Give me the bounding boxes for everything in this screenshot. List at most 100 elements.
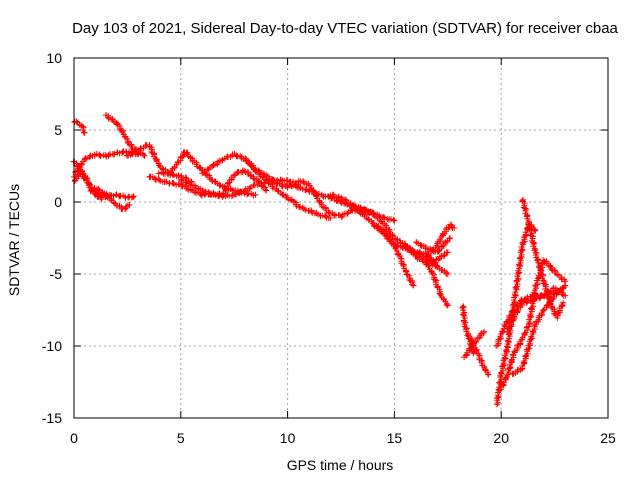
series-arc-31 bbox=[504, 284, 569, 335]
data-point bbox=[520, 239, 527, 246]
data-point bbox=[524, 299, 531, 306]
data-point bbox=[157, 177, 164, 184]
data-point bbox=[125, 152, 132, 159]
data-point bbox=[390, 217, 397, 224]
data-point bbox=[390, 240, 397, 247]
x-axis-label: GPS time / hours bbox=[287, 457, 394, 473]
series-arc-6 bbox=[103, 112, 148, 159]
data-point bbox=[246, 185, 253, 192]
data-point bbox=[444, 271, 451, 277]
data-point bbox=[263, 187, 270, 194]
series-arc-25 bbox=[468, 335, 492, 378]
x-tick-label: 5 bbox=[177, 430, 185, 446]
data-point bbox=[417, 250, 424, 257]
data-point bbox=[500, 382, 507, 389]
chart-title: Day 103 of 2021, Sidereal Day-to-day VTE… bbox=[72, 20, 618, 37]
data-point bbox=[548, 266, 555, 273]
series-arc-3 bbox=[71, 170, 137, 201]
data-point bbox=[322, 213, 329, 220]
y-tick-label: 5 bbox=[54, 122, 62, 138]
data-point bbox=[351, 205, 358, 212]
data-point bbox=[504, 372, 511, 379]
x-tick-label: 15 bbox=[387, 430, 403, 446]
data-point bbox=[380, 214, 387, 221]
data-point bbox=[541, 280, 548, 287]
x-tick-label: 10 bbox=[280, 430, 296, 446]
y-tick-label: -5 bbox=[50, 266, 63, 282]
data-point bbox=[330, 191, 337, 198]
data-point bbox=[126, 201, 133, 208]
data-point bbox=[161, 170, 168, 177]
data-point bbox=[362, 207, 369, 214]
data-point bbox=[444, 302, 451, 309]
data-point bbox=[545, 295, 552, 302]
data-point bbox=[562, 292, 569, 299]
axis-ticks: 0 5 10 15 20 25 -15 -10 -5 0 5 10 bbox=[42, 50, 616, 446]
data-point bbox=[198, 192, 205, 199]
data-point bbox=[152, 155, 159, 162]
data-point bbox=[205, 166, 212, 173]
data-point bbox=[502, 323, 509, 330]
data-point bbox=[308, 208, 315, 215]
data-point bbox=[391, 235, 398, 242]
plot-frame bbox=[73, 57, 609, 419]
data-points bbox=[70, 112, 569, 408]
data-point bbox=[526, 345, 533, 352]
data-point bbox=[558, 288, 565, 295]
data-point bbox=[554, 310, 561, 317]
series-arc-5 bbox=[71, 118, 88, 136]
data-point bbox=[517, 254, 524, 261]
data-point bbox=[527, 336, 534, 343]
data-point bbox=[348, 202, 355, 209]
data-point bbox=[159, 165, 166, 172]
series-arc-4 bbox=[91, 184, 133, 212]
data-point bbox=[531, 240, 538, 247]
data-point bbox=[534, 256, 541, 263]
data-point bbox=[510, 316, 517, 323]
data-point bbox=[418, 255, 425, 262]
series-arc-18 bbox=[370, 220, 417, 289]
data-point bbox=[130, 194, 137, 201]
data-point bbox=[508, 312, 515, 319]
data-point bbox=[325, 209, 332, 216]
series-arc-22 bbox=[423, 259, 451, 309]
data-point bbox=[241, 167, 248, 174]
data-point bbox=[477, 330, 484, 337]
data-point bbox=[460, 311, 467, 318]
data-point bbox=[430, 276, 437, 283]
data-point bbox=[527, 311, 534, 318]
data-point bbox=[284, 194, 291, 201]
data-point bbox=[464, 332, 471, 339]
data-point bbox=[208, 176, 215, 183]
data-point bbox=[97, 153, 104, 160]
data-point bbox=[121, 205, 128, 212]
data-point bbox=[387, 216, 394, 223]
data-point bbox=[521, 330, 528, 337]
data-point bbox=[163, 178, 170, 185]
data-point bbox=[130, 193, 137, 200]
data-point bbox=[530, 303, 537, 310]
grid-lines bbox=[74, 58, 608, 418]
data-point bbox=[113, 191, 120, 198]
series-arc-28 bbox=[509, 282, 569, 378]
data-point bbox=[140, 151, 147, 158]
data-point bbox=[443, 302, 450, 309]
data-point bbox=[98, 189, 105, 196]
data-point bbox=[112, 191, 119, 198]
data-point bbox=[502, 347, 509, 354]
data-point bbox=[183, 185, 190, 192]
data-point bbox=[120, 127, 127, 134]
data-point bbox=[448, 223, 455, 230]
y-tick-label: 10 bbox=[46, 50, 62, 66]
data-point bbox=[410, 282, 417, 289]
data-point bbox=[247, 172, 254, 179]
data-point bbox=[290, 182, 297, 189]
data-point bbox=[417, 242, 424, 249]
data-point bbox=[446, 235, 453, 241]
data-point bbox=[189, 187, 196, 194]
data-point bbox=[255, 168, 262, 175]
series-arc-12 bbox=[220, 167, 270, 199]
data-point bbox=[141, 152, 148, 159]
data-point bbox=[344, 210, 351, 217]
data-point bbox=[293, 203, 300, 210]
